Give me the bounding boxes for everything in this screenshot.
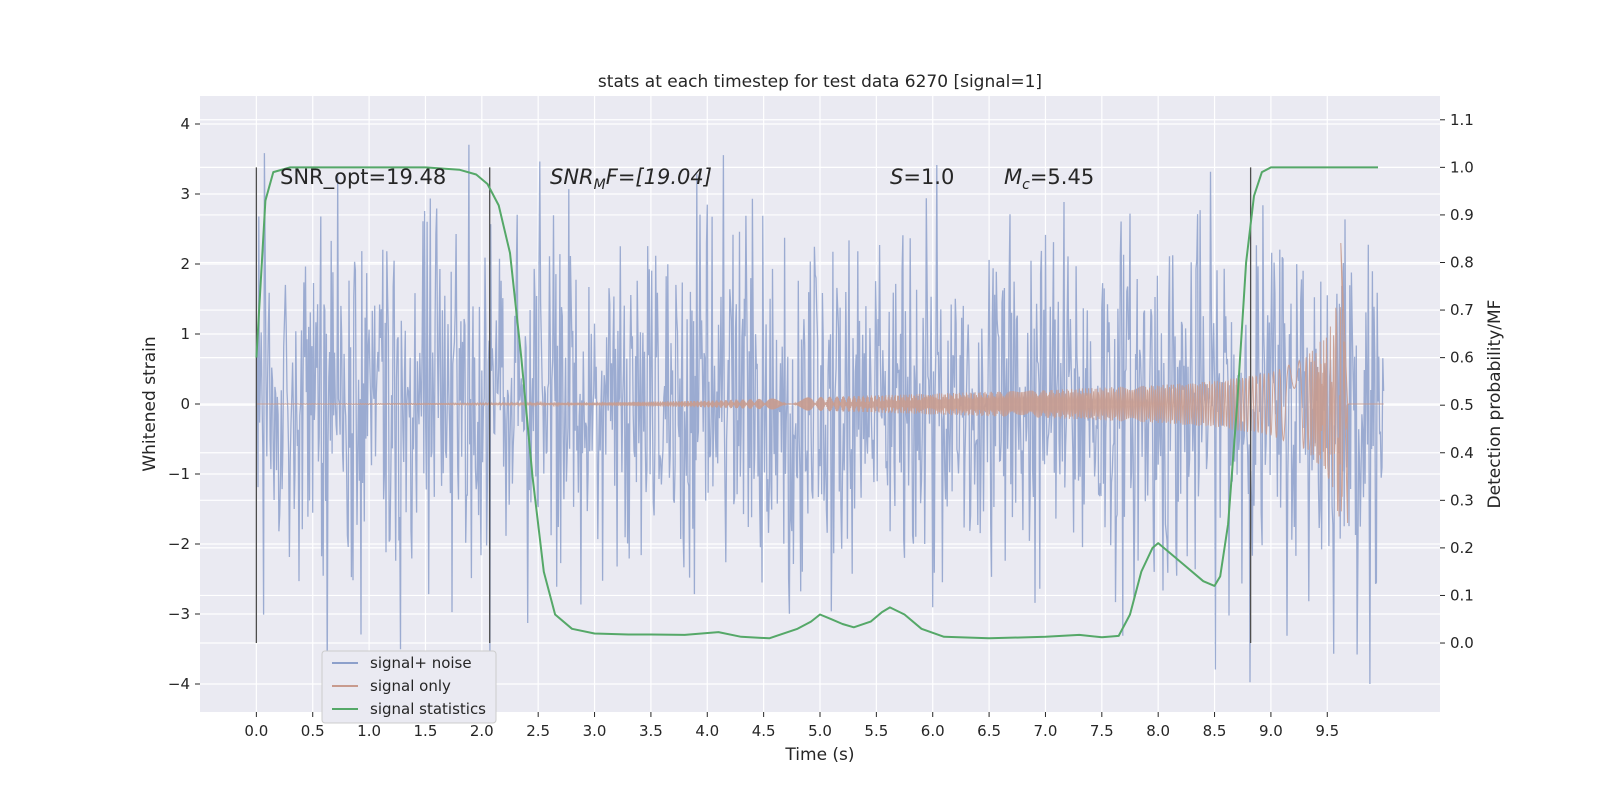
x-tick-label-1: 0.5 bbox=[301, 722, 325, 740]
annotation-snr-mf-var: SNR bbox=[550, 165, 594, 189]
annotation-snr-mf-sub: M bbox=[594, 177, 606, 193]
y-tick-label-5: 1 bbox=[180, 325, 190, 343]
x-tick-label-15: 7.5 bbox=[1090, 722, 1114, 740]
annotation-s-value: =1.0 bbox=[903, 165, 954, 189]
y-tick-label-8: 4 bbox=[180, 115, 190, 133]
annotation-snr-opt: SNR_opt=19.48 bbox=[280, 165, 446, 190]
signal-noise-series bbox=[255, 144, 1385, 685]
y-right-tick-label-8: 0.8 bbox=[1450, 253, 1474, 271]
legend: signal+ noise signal only signal statist… bbox=[321, 650, 497, 724]
y-right-tick-label-5: 0.5 bbox=[1450, 396, 1474, 414]
y-right-tick-label-6: 0.6 bbox=[1450, 349, 1474, 367]
legend-label-statistics: signal statistics bbox=[370, 700, 486, 718]
x-tick-label-17: 8.5 bbox=[1203, 722, 1227, 740]
x-tick-label-19: 9.5 bbox=[1315, 722, 1339, 740]
x-tick-label-16: 8.0 bbox=[1146, 722, 1170, 740]
annotation-mc-sub: c bbox=[1022, 177, 1030, 193]
y-right-tick-label-1: 0.1 bbox=[1450, 586, 1474, 604]
y-right-axis-label: Detection probability/MF bbox=[1485, 300, 1505, 509]
x-tick-label-5: 2.5 bbox=[526, 722, 550, 740]
x-tick-label-14: 7.0 bbox=[1034, 722, 1058, 740]
x-tick-label-3: 1.5 bbox=[414, 722, 438, 740]
x-tick-label-10: 5.0 bbox=[808, 722, 832, 740]
y-right-tick-label-2: 0.2 bbox=[1450, 539, 1474, 557]
legend-box bbox=[321, 650, 497, 724]
y-right-tick-label-9: 0.9 bbox=[1450, 206, 1474, 224]
y-tick-label-2: −2 bbox=[168, 535, 190, 553]
chart-title: stats at each timestep for test data 627… bbox=[598, 72, 1042, 92]
x-tick-label-18: 9.0 bbox=[1259, 722, 1283, 740]
annotation-mc: Mc=5.45 bbox=[1004, 165, 1094, 193]
y-right-tick-label-7: 0.7 bbox=[1450, 301, 1474, 319]
legend-label-noise: signal+ noise bbox=[370, 654, 472, 672]
x-tick-label-2: 1.0 bbox=[357, 722, 381, 740]
annotation-mc-value: =5.45 bbox=[1030, 165, 1094, 189]
y-right-tick-label-4: 0.4 bbox=[1450, 444, 1474, 462]
y-right-tick-label-3: 0.3 bbox=[1450, 491, 1474, 509]
x-tick-label-7: 3.5 bbox=[639, 722, 663, 740]
y-tick-label-4: 0 bbox=[180, 395, 190, 413]
vertical-markers bbox=[255, 167, 1252, 644]
signal-statistics-line bbox=[255, 166, 1378, 640]
annotation-s-var: S bbox=[890, 165, 903, 189]
y-tick-label-6: 2 bbox=[180, 255, 190, 273]
y-tick-label-1: −3 bbox=[168, 605, 190, 623]
x-tick-label-9: 4.5 bbox=[752, 722, 776, 740]
y-tick-label-7: 3 bbox=[180, 185, 190, 203]
x-tick-label-13: 6.5 bbox=[977, 722, 1001, 740]
x-tick-label-11: 5.5 bbox=[864, 722, 888, 740]
y-axis-label: Whitened strain bbox=[140, 336, 160, 471]
x-tick-label-8: 4.0 bbox=[695, 722, 719, 740]
signal-only-series bbox=[256, 242, 1384, 524]
y-right-tick-label-0: 0.0 bbox=[1450, 634, 1474, 652]
signal-statistics-series bbox=[255, 166, 1378, 640]
signal-only-line bbox=[256, 242, 1384, 524]
annotation-snr-mf-value: F=[19.04] bbox=[606, 165, 712, 189]
signal-noise-line bbox=[255, 144, 1385, 685]
y-tick-label-3: −1 bbox=[168, 465, 190, 483]
annotation-mc-var: M bbox=[1004, 165, 1022, 189]
x-tick-label-0: 0.0 bbox=[244, 722, 268, 740]
y-right-tick-label-10: 1.0 bbox=[1450, 158, 1474, 176]
annotation-snr-mf: SNRMF=[19.04] bbox=[550, 165, 712, 193]
annotation-s: S=1.0 bbox=[890, 165, 954, 189]
x-tick-label-12: 6.0 bbox=[921, 722, 945, 740]
y-tick-label-0: −4 bbox=[168, 675, 190, 693]
axis-ticks: 0.0 0.5 1.0 1.5 2.0 2.5 3.0 3.5 4.0 4.5 5.0 5.5 6.0 6… bbox=[168, 111, 1474, 740]
y-right-tick-label-11: 1.1 bbox=[1450, 111, 1474, 129]
x-tick-label-4: 2.0 bbox=[470, 722, 494, 740]
x-tick-label-6: 3.0 bbox=[583, 722, 607, 740]
x-axis-label: Time (s) bbox=[784, 745, 854, 765]
legend-label-signal: signal only bbox=[370, 677, 451, 695]
